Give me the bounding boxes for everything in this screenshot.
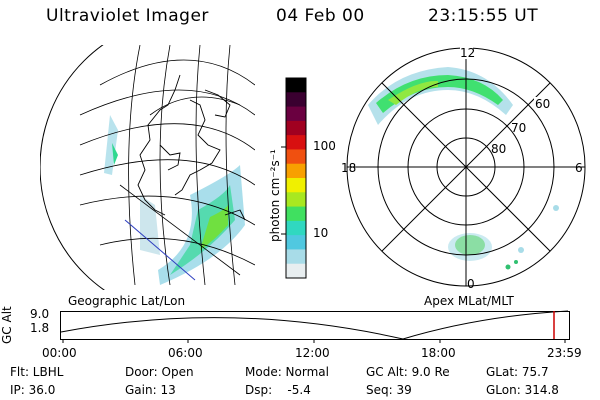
timeline-x-label-1800: 18:00 [421,346,456,360]
mlt-label-bg-12 [460,46,473,59]
colorbar-segment [286,78,306,93]
timeline-frame [60,311,570,340]
colorbar-segment [286,263,306,279]
timeline-y-tick-9-0: 9.0 [30,307,50,321]
colorbar-segment [286,135,306,150]
timeline-x-label-2359: 23:59 [547,346,582,360]
mlt-label-6: 6 [575,161,583,175]
colorbar-segment [286,163,306,179]
polar-mlat-mlt-plot: 12 18 6 0 60 70 80 [341,46,586,290]
status-gc-alt: GC Alt: 9.0 Re [366,365,450,379]
lat-label-bg-60 [534,97,550,110]
orbit-track [124,219,196,281]
colorbar-segment [286,249,306,265]
colorbar-segment [286,192,306,208]
colorbar-tick-label-100: 100 [313,139,336,153]
mlt-label-0: 0 [467,277,475,290]
status-dsp: Dsp: -5.4 [245,383,311,397]
colorbar-gradient [286,78,306,279]
status-glon: GLon: 314.8 [486,383,559,397]
timeline-right-title: Apex MLat/MLT [424,294,514,308]
globe-limb [40,45,106,290]
lat-label-80: 80 [491,142,506,156]
timeline-left-title: Geographic Lat/Lon [68,294,186,308]
colorbar-segment [286,220,306,236]
colorbar [281,77,307,279]
colorbar-segment [286,92,306,108]
geographic-image-panel [40,45,255,290]
colorbar-segment [286,106,306,122]
altitude-timeline-plot [60,310,570,343]
status-door: Door: Open [125,365,194,379]
status-mode: Mode: Normal [245,365,329,379]
colorbar-label: photon cm⁻²s⁻¹ [268,149,282,242]
instrument-title: Ultraviolet Imager [46,6,209,26]
timeline-x-label-1200: 12:00 [295,346,330,360]
coastline [137,74,246,221]
colorbar-segment [286,235,306,250]
date-label: 04 Feb 00 [276,6,365,26]
colorbar-tick-label-10: 10 [313,226,329,240]
aurora-emission-right [368,67,559,270]
colorbar-segment [286,149,306,165]
mlt-label-18: 18 [341,161,356,175]
altitude-curve [60,310,569,340]
mlt-label-12: 12 [460,46,475,60]
lat-lon-grid [79,45,255,286]
timeline-x-label-0000: 00:00 [42,346,77,360]
status-gain: Gain: 13 [125,383,176,397]
status-filter: Flt: LBHL [10,365,64,379]
timeline-y-axis-label: GC Alt [0,306,14,344]
aurora-emission-left [104,115,245,285]
timeline-y-tick-1-8: 1.8 [30,321,50,335]
time-label: 23:15:55 UT [428,6,539,26]
colorbar-segment [286,120,306,136]
lat-label-70: 70 [511,121,526,135]
status-seq: Seq: 39 [366,383,412,397]
polar-grid [346,47,586,287]
colorbar-frame [285,77,307,279]
colorbar-segment [286,178,306,193]
status-glat: GLat: 75.7 [486,365,549,379]
colorbar-segment [286,206,306,222]
status-ip: IP: 36.0 [10,383,56,397]
timeline-x-label-0600: 06:00 [168,346,203,360]
lat-label-60: 60 [535,97,550,111]
